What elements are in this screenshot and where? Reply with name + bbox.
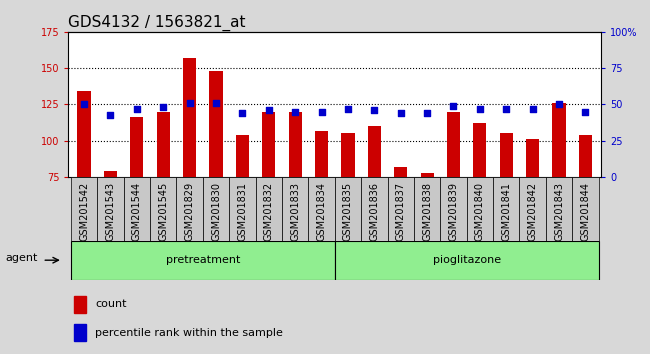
Text: GSM201544: GSM201544	[132, 182, 142, 241]
Bar	[447, 112, 460, 177]
Text: GSM201838: GSM201838	[422, 182, 432, 241]
Bar	[98, 177, 124, 241]
Point	[448, 103, 459, 109]
Text: GSM201835: GSM201835	[343, 182, 353, 241]
Point	[501, 106, 512, 112]
Point	[211, 100, 221, 106]
Text: GSM201545: GSM201545	[158, 182, 168, 241]
Bar	[130, 118, 144, 177]
Bar	[104, 171, 117, 177]
Text: GSM201829: GSM201829	[185, 182, 194, 241]
Point	[554, 102, 564, 107]
Point	[79, 102, 89, 107]
Bar	[308, 177, 335, 241]
Text: GSM201844: GSM201844	[580, 182, 590, 241]
Bar	[73, 296, 86, 313]
Point	[474, 106, 485, 112]
Bar	[124, 177, 150, 241]
Bar	[71, 241, 335, 280]
Point	[317, 109, 327, 115]
Bar	[157, 112, 170, 177]
Bar	[368, 126, 381, 177]
Bar	[421, 173, 434, 177]
Bar	[500, 133, 513, 177]
Text: GSM201831: GSM201831	[237, 182, 248, 241]
Bar	[440, 177, 467, 241]
Text: GSM201843: GSM201843	[554, 182, 564, 241]
Bar	[387, 177, 414, 241]
Point	[290, 109, 300, 115]
Bar	[150, 177, 176, 241]
Bar	[546, 177, 572, 241]
Text: GSM201543: GSM201543	[105, 182, 116, 241]
Bar	[209, 71, 222, 177]
Bar	[236, 135, 249, 177]
Point	[422, 110, 432, 116]
Bar	[526, 139, 540, 177]
Bar	[73, 324, 86, 341]
Bar	[467, 177, 493, 241]
Text: GSM201832: GSM201832	[264, 182, 274, 241]
Bar	[578, 135, 592, 177]
Bar	[341, 133, 354, 177]
Point	[237, 110, 248, 116]
Text: GSM201830: GSM201830	[211, 182, 221, 241]
Point	[105, 112, 116, 118]
Bar	[282, 177, 308, 241]
Bar	[183, 58, 196, 177]
Bar	[255, 177, 282, 241]
Bar	[552, 103, 566, 177]
Point	[527, 106, 538, 112]
Point	[158, 104, 168, 110]
Point	[264, 107, 274, 113]
Text: GSM201840: GSM201840	[475, 182, 485, 241]
Text: GSM201542: GSM201542	[79, 182, 89, 241]
Point	[395, 110, 406, 116]
Text: count: count	[95, 299, 126, 309]
Bar	[203, 177, 229, 241]
Text: pioglitazone: pioglitazone	[433, 255, 500, 265]
Bar	[71, 177, 97, 241]
Point	[369, 107, 380, 113]
Bar	[572, 177, 599, 241]
Bar	[315, 131, 328, 177]
Bar	[229, 177, 255, 241]
Bar	[414, 177, 440, 241]
Bar	[335, 241, 599, 280]
Point	[343, 106, 353, 112]
Text: GSM201837: GSM201837	[396, 182, 406, 241]
Text: GDS4132 / 1563821_at: GDS4132 / 1563821_at	[68, 14, 246, 30]
Bar	[361, 177, 387, 241]
Point	[132, 106, 142, 112]
Bar	[289, 112, 302, 177]
Bar	[519, 177, 546, 241]
Text: agent: agent	[5, 253, 38, 263]
Text: pretreatment: pretreatment	[166, 255, 240, 265]
Bar	[335, 177, 361, 241]
Bar	[473, 123, 486, 177]
Text: GSM201839: GSM201839	[448, 182, 458, 241]
Bar	[394, 167, 408, 177]
Bar	[262, 112, 276, 177]
Text: GSM201833: GSM201833	[290, 182, 300, 241]
Bar	[176, 177, 203, 241]
Point	[185, 100, 195, 106]
Bar	[493, 177, 519, 241]
Text: GSM201836: GSM201836	[369, 182, 380, 241]
Text: GSM201841: GSM201841	[501, 182, 512, 241]
Point	[580, 109, 591, 115]
Text: GSM201842: GSM201842	[528, 182, 538, 241]
Text: GSM201834: GSM201834	[317, 182, 326, 241]
Bar	[77, 91, 91, 177]
Text: percentile rank within the sample: percentile rank within the sample	[95, 328, 283, 338]
